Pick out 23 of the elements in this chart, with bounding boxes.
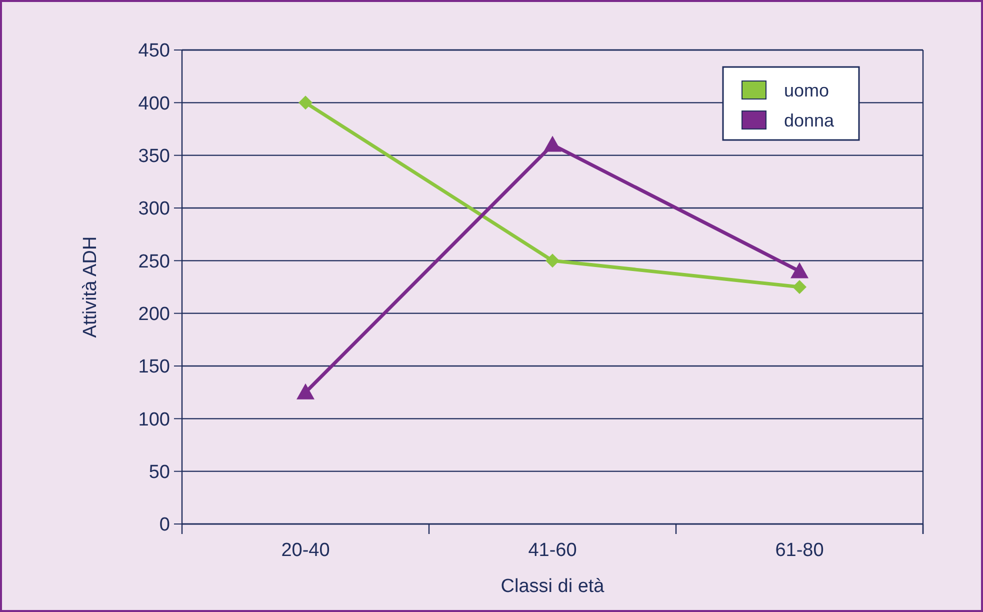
x-tick-label: 20-40 [281,540,330,561]
y-tick-label: 0 [159,514,170,536]
y-tick-label: 350 [138,146,170,167]
y-tick-label: 100 [138,409,170,430]
y-tick-label: 250 [138,251,170,272]
x-axis-title: Classi di età [500,576,605,597]
point [296,383,314,400]
legend-label: uomo [784,80,830,100]
y-tick-label: 50 [148,462,170,483]
point [792,280,806,294]
legend-label: donna [784,110,836,130]
y-tick-label: 300 [138,198,170,220]
point [298,96,312,110]
y-tick-label: 200 [138,304,170,325]
y-tick-label: 150 [138,356,170,378]
point [544,136,562,152]
x-tick-label: 61-80 [775,540,824,561]
x-tick-label: 41-60 [528,540,577,561]
point [790,262,808,278]
y-tick-label: 450 [138,40,170,62]
y-tick-label: 400 [138,93,170,114]
point [546,254,560,268]
y-axis-title: Attività ADH [80,236,101,338]
